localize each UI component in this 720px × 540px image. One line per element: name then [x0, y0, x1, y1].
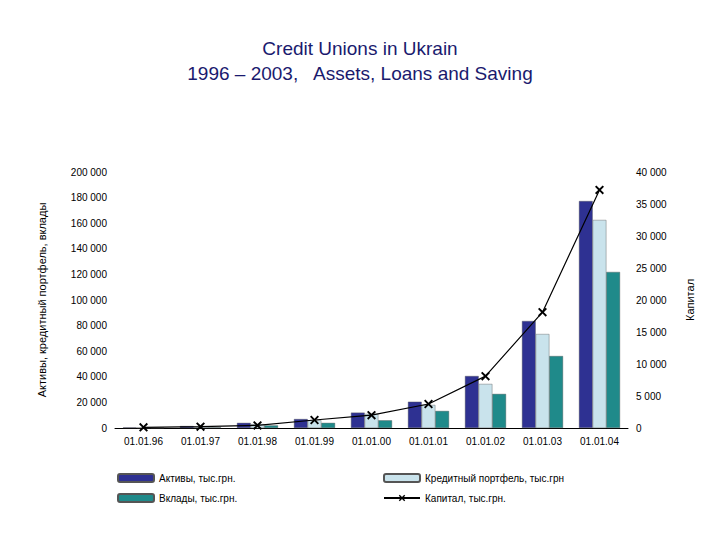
svg-text:0: 0: [101, 423, 107, 434]
svg-text:Credit Unions in Ukrain: Credit Unions in Ukrain: [262, 38, 457, 59]
svg-text:1996 – 2003, Assets, Loans a: 1996 – 2003, Assets, Loans and Saving: [187, 63, 532, 84]
svg-text:Активы, кредитный портфель, вк: Активы, кредитный портфель, вклады: [36, 203, 48, 398]
svg-text:35 000: 35 000: [636, 199, 667, 210]
svg-text:01.01.97: 01.01.97: [181, 436, 220, 447]
svg-text:01.01.99: 01.01.99: [295, 436, 334, 447]
svg-text:Капитал: Капитал: [684, 279, 696, 321]
svg-text:40 000: 40 000: [636, 167, 667, 178]
svg-text:160 000: 160 000: [71, 218, 108, 229]
svg-text:01.01.03: 01.01.03: [523, 436, 562, 447]
svg-text:01.01.98: 01.01.98: [238, 436, 277, 447]
svg-text:0: 0: [636, 423, 642, 434]
svg-text:15 000: 15 000: [636, 327, 667, 338]
svg-text:01.01.96: 01.01.96: [124, 436, 163, 447]
svg-text:Кредитный портфель, тыс.грн: Кредитный портфель, тыс.грн: [425, 473, 564, 484]
svg-text:5 000: 5 000: [636, 391, 661, 402]
svg-text:40 000: 40 000: [76, 371, 107, 382]
svg-text:180 000: 180 000: [71, 192, 108, 203]
svg-text:80 000: 80 000: [76, 320, 107, 331]
svg-text:120 000: 120 000: [71, 269, 108, 280]
svg-text:25 000: 25 000: [636, 263, 667, 274]
svg-text:20 000: 20 000: [636, 295, 667, 306]
svg-text:100 000: 100 000: [71, 295, 108, 306]
svg-text:140 000: 140 000: [71, 243, 108, 254]
svg-text:20 000: 20 000: [76, 397, 107, 408]
svg-text:Активы, тыс.грн.: Активы, тыс.грн.: [159, 473, 235, 484]
svg-text:Капитал, тыс.грн.: Капитал, тыс.грн.: [425, 493, 506, 504]
svg-text:30 000: 30 000: [636, 231, 667, 242]
svg-text:01.01.01: 01.01.01: [409, 436, 448, 447]
svg-text:60 000: 60 000: [76, 346, 107, 357]
svg-text:01.01.02: 01.01.02: [466, 436, 505, 447]
svg-text:Вклады, тыс.грн.: Вклады, тыс.грн.: [159, 493, 237, 504]
svg-text:200 000: 200 000: [71, 167, 108, 178]
svg-text:01.01.00: 01.01.00: [352, 436, 391, 447]
svg-text:10 000: 10 000: [636, 359, 667, 370]
svg-text:01.01.04: 01.01.04: [580, 436, 619, 447]
